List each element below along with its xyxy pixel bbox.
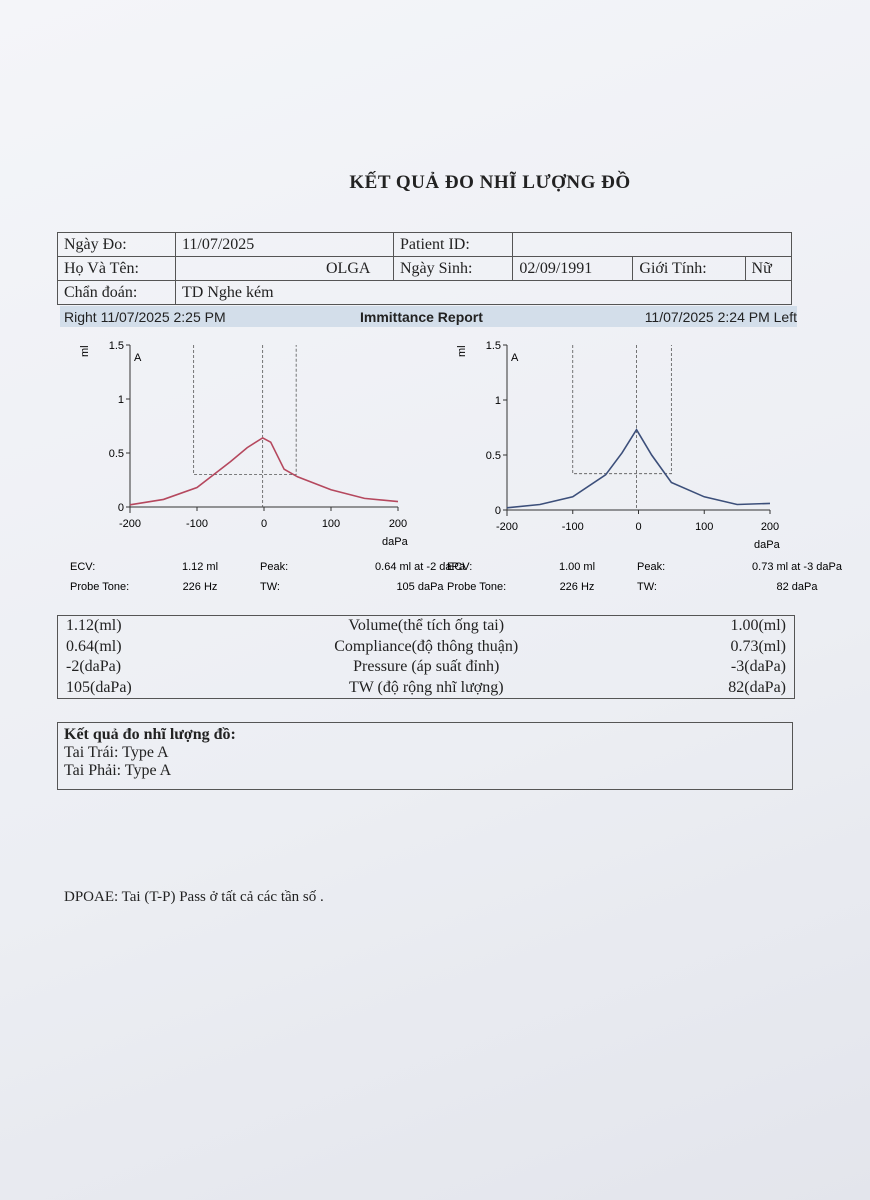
x-tick-label: -200 xyxy=(496,521,518,533)
summary-cell: Pressure (áp suất đỉnh) xyxy=(353,658,500,675)
y-tick-label: 0 xyxy=(118,502,124,514)
value: 11/07/2025 xyxy=(175,232,394,257)
y-tick-label: 1 xyxy=(118,394,124,406)
value: 02/09/1991 xyxy=(512,256,634,281)
x-tick-label: -100 xyxy=(186,518,208,530)
measure-label: ECV: xyxy=(70,561,95,573)
measure-value: 82 daPa xyxy=(777,581,819,593)
x-tick-label: 200 xyxy=(389,518,407,530)
x-tick-label: 200 xyxy=(761,521,779,533)
measure-label: TW: xyxy=(260,581,280,593)
y-tick-label: 0.5 xyxy=(486,450,501,462)
label: Giới Tính: xyxy=(632,256,746,281)
x-tick-label: -200 xyxy=(119,518,141,530)
result-box: Kết quả đo nhĩ lượng đồ: Tai Trái: Type … xyxy=(57,722,793,790)
y-tick-label: 0.5 xyxy=(109,448,124,460)
measure-label: TW: xyxy=(637,581,657,593)
x-tick-label: 0 xyxy=(635,521,641,533)
x-tick-label: -100 xyxy=(562,521,584,533)
measure-label: Peak: xyxy=(260,561,288,573)
y-label: ml xyxy=(456,345,468,357)
summary-cell: 82(daPa) xyxy=(728,678,786,696)
measure-label: Probe Tone: xyxy=(447,581,506,593)
measure-value: 226 Hz xyxy=(183,581,218,593)
label: Ngày Đo: xyxy=(57,232,176,257)
type-label: A xyxy=(134,352,142,364)
summary-cell: 0.64(ml) xyxy=(66,637,122,655)
tympanogram-curve xyxy=(129,436,399,506)
y-tick-label: 1.5 xyxy=(109,340,124,352)
value: TD Nghe kém xyxy=(175,280,792,305)
report-bar: Right 11/07/2025 2:25 PM Immittance Repo… xyxy=(60,306,797,327)
dpoae: DPOAE: Tai (T-P) Pass ở tất cả các tần s… xyxy=(64,889,324,905)
x-tick-label: 100 xyxy=(322,518,340,530)
summary-cell: TW (độ rộng nhĩ lượng) xyxy=(348,678,504,696)
summary-cell: Compliance(độ thông thuận) xyxy=(334,637,519,655)
y-tick-label: 1 xyxy=(495,395,501,407)
x-tick-label: 100 xyxy=(695,521,713,533)
type-label: A xyxy=(511,352,519,364)
label: Patient ID: xyxy=(392,232,514,257)
measure-value: 0.64 ml at -2 daPa xyxy=(375,561,466,573)
tw-box xyxy=(193,345,297,475)
left-date: 11/07/2025 2:24 PM Left xyxy=(644,309,797,325)
summary-cell: 105(daPa) xyxy=(66,678,132,696)
measure-value: 1.12 ml xyxy=(182,561,218,573)
label: Chẩn đoán: xyxy=(57,280,176,305)
x-label: daPa xyxy=(382,536,409,548)
summary-cell: -2(daPa) xyxy=(66,658,122,675)
measure-label: ECV: xyxy=(447,561,472,573)
result-line: Tai Trái: Type A xyxy=(64,744,169,761)
y-label: ml xyxy=(79,345,91,357)
summary-cell: 1.00(ml) xyxy=(730,617,786,634)
measure-value: 105 daPa xyxy=(396,581,444,593)
x-label: daPa xyxy=(754,539,781,551)
y-tick-label: 0 xyxy=(495,505,501,517)
summary-cell: 0.73(ml) xyxy=(730,637,786,655)
measure-label: Probe Tone: xyxy=(70,581,129,593)
measure-value: 0.73 ml at -3 daPa xyxy=(752,561,843,573)
measure-value: 226 Hz xyxy=(560,581,595,593)
result-title: Kết quả đo nhĩ lượng đồ: xyxy=(64,726,236,743)
right-date: Right 11/07/2025 2:25 PM xyxy=(64,309,226,325)
tympanogram-curve xyxy=(506,428,771,509)
x-tick-label: 0 xyxy=(261,518,267,530)
measure-label: Peak: xyxy=(637,561,665,573)
summary-cell: Volume(thể tích ống tai) xyxy=(348,617,505,634)
tw-box xyxy=(572,345,672,475)
summary-cell: -3(daPa) xyxy=(730,658,786,675)
title: KẾT QUẢ ĐO NHĨ LƯỢNG ĐỒ xyxy=(349,172,631,193)
label: Ngày Sinh: xyxy=(392,256,514,281)
patient-table: Ngày Đo: 11/07/2025 Patient ID: Họ Và Tên:… xyxy=(57,232,793,305)
summary-table: 1.12(ml) Volume(thể tích ống tai) 1.00(ml)… xyxy=(57,615,795,699)
measure-value: 1.00 ml xyxy=(559,561,595,573)
result-line: Tai Phải: Type A xyxy=(64,762,172,779)
summary-cell: 1.12(ml) xyxy=(66,617,122,634)
report-title: Immittance Report xyxy=(360,309,483,325)
value: Nữ xyxy=(744,256,793,281)
y-tick-label: 1.5 xyxy=(486,340,501,352)
